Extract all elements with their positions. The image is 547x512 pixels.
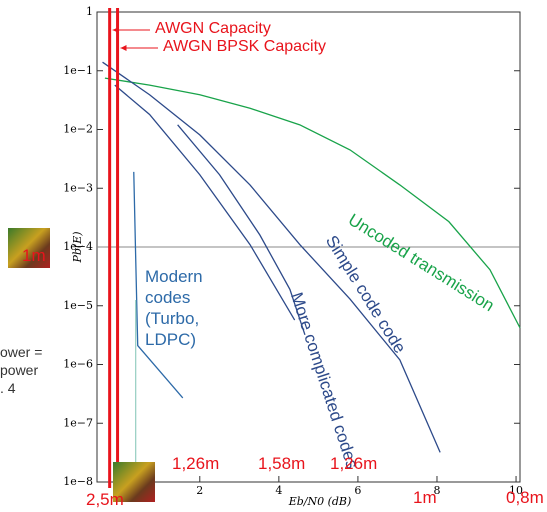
y-tick-label: 1 [86, 5, 93, 18]
y-axis-label: Pb(E) [71, 231, 84, 263]
series-line [133, 171, 184, 399]
y-tick-label: 1e−5 [63, 299, 93, 312]
overlay-label: 1m [413, 488, 437, 507]
x-axis-label: Eb/N0 (dB) [288, 495, 352, 508]
capacity-label: AWGN BPSK Capacity [163, 38, 327, 55]
x-tick-label: 8 [433, 484, 440, 497]
y-tick-label: 1e−6 [63, 358, 93, 371]
overlay-label: 2,5m [86, 490, 124, 509]
capacity-label: AWGN Capacity [155, 20, 271, 37]
y-tick-label: 1e−4 [63, 240, 93, 253]
series-line [114, 84, 296, 321]
photo [8, 228, 50, 268]
y-tick-label: 1e−7 [63, 416, 93, 429]
x-tick-label: 10 [509, 484, 523, 497]
y-tick-label: 1e−3 [63, 181, 93, 194]
y-tick-label: 1e−2 [63, 123, 93, 136]
series-line [102, 61, 441, 453]
overlay-label: 1,26m [172, 454, 220, 473]
overlay-label: 1,58m [258, 454, 306, 473]
y-tick-label: 1e−8 [63, 475, 93, 488]
overlay-label: 1,26m [330, 454, 378, 473]
y-tick-label: 1e−1 [63, 64, 93, 77]
series-line [104, 77, 521, 329]
overlay-label: 0,8m [506, 488, 544, 507]
x-tick-label: 6 [354, 484, 361, 497]
overlay-label: 1m [22, 246, 46, 265]
series-line [177, 124, 306, 336]
side-text: power [0, 362, 39, 378]
side-text: . 4 [0, 380, 16, 396]
series-label: Modern codes (Turbo, LDPC) [145, 267, 203, 349]
photo [113, 462, 155, 502]
side-text: ower = [0, 344, 43, 360]
x-tick-label: 4 [275, 484, 282, 497]
x-tick-label: 2 [196, 484, 203, 497]
